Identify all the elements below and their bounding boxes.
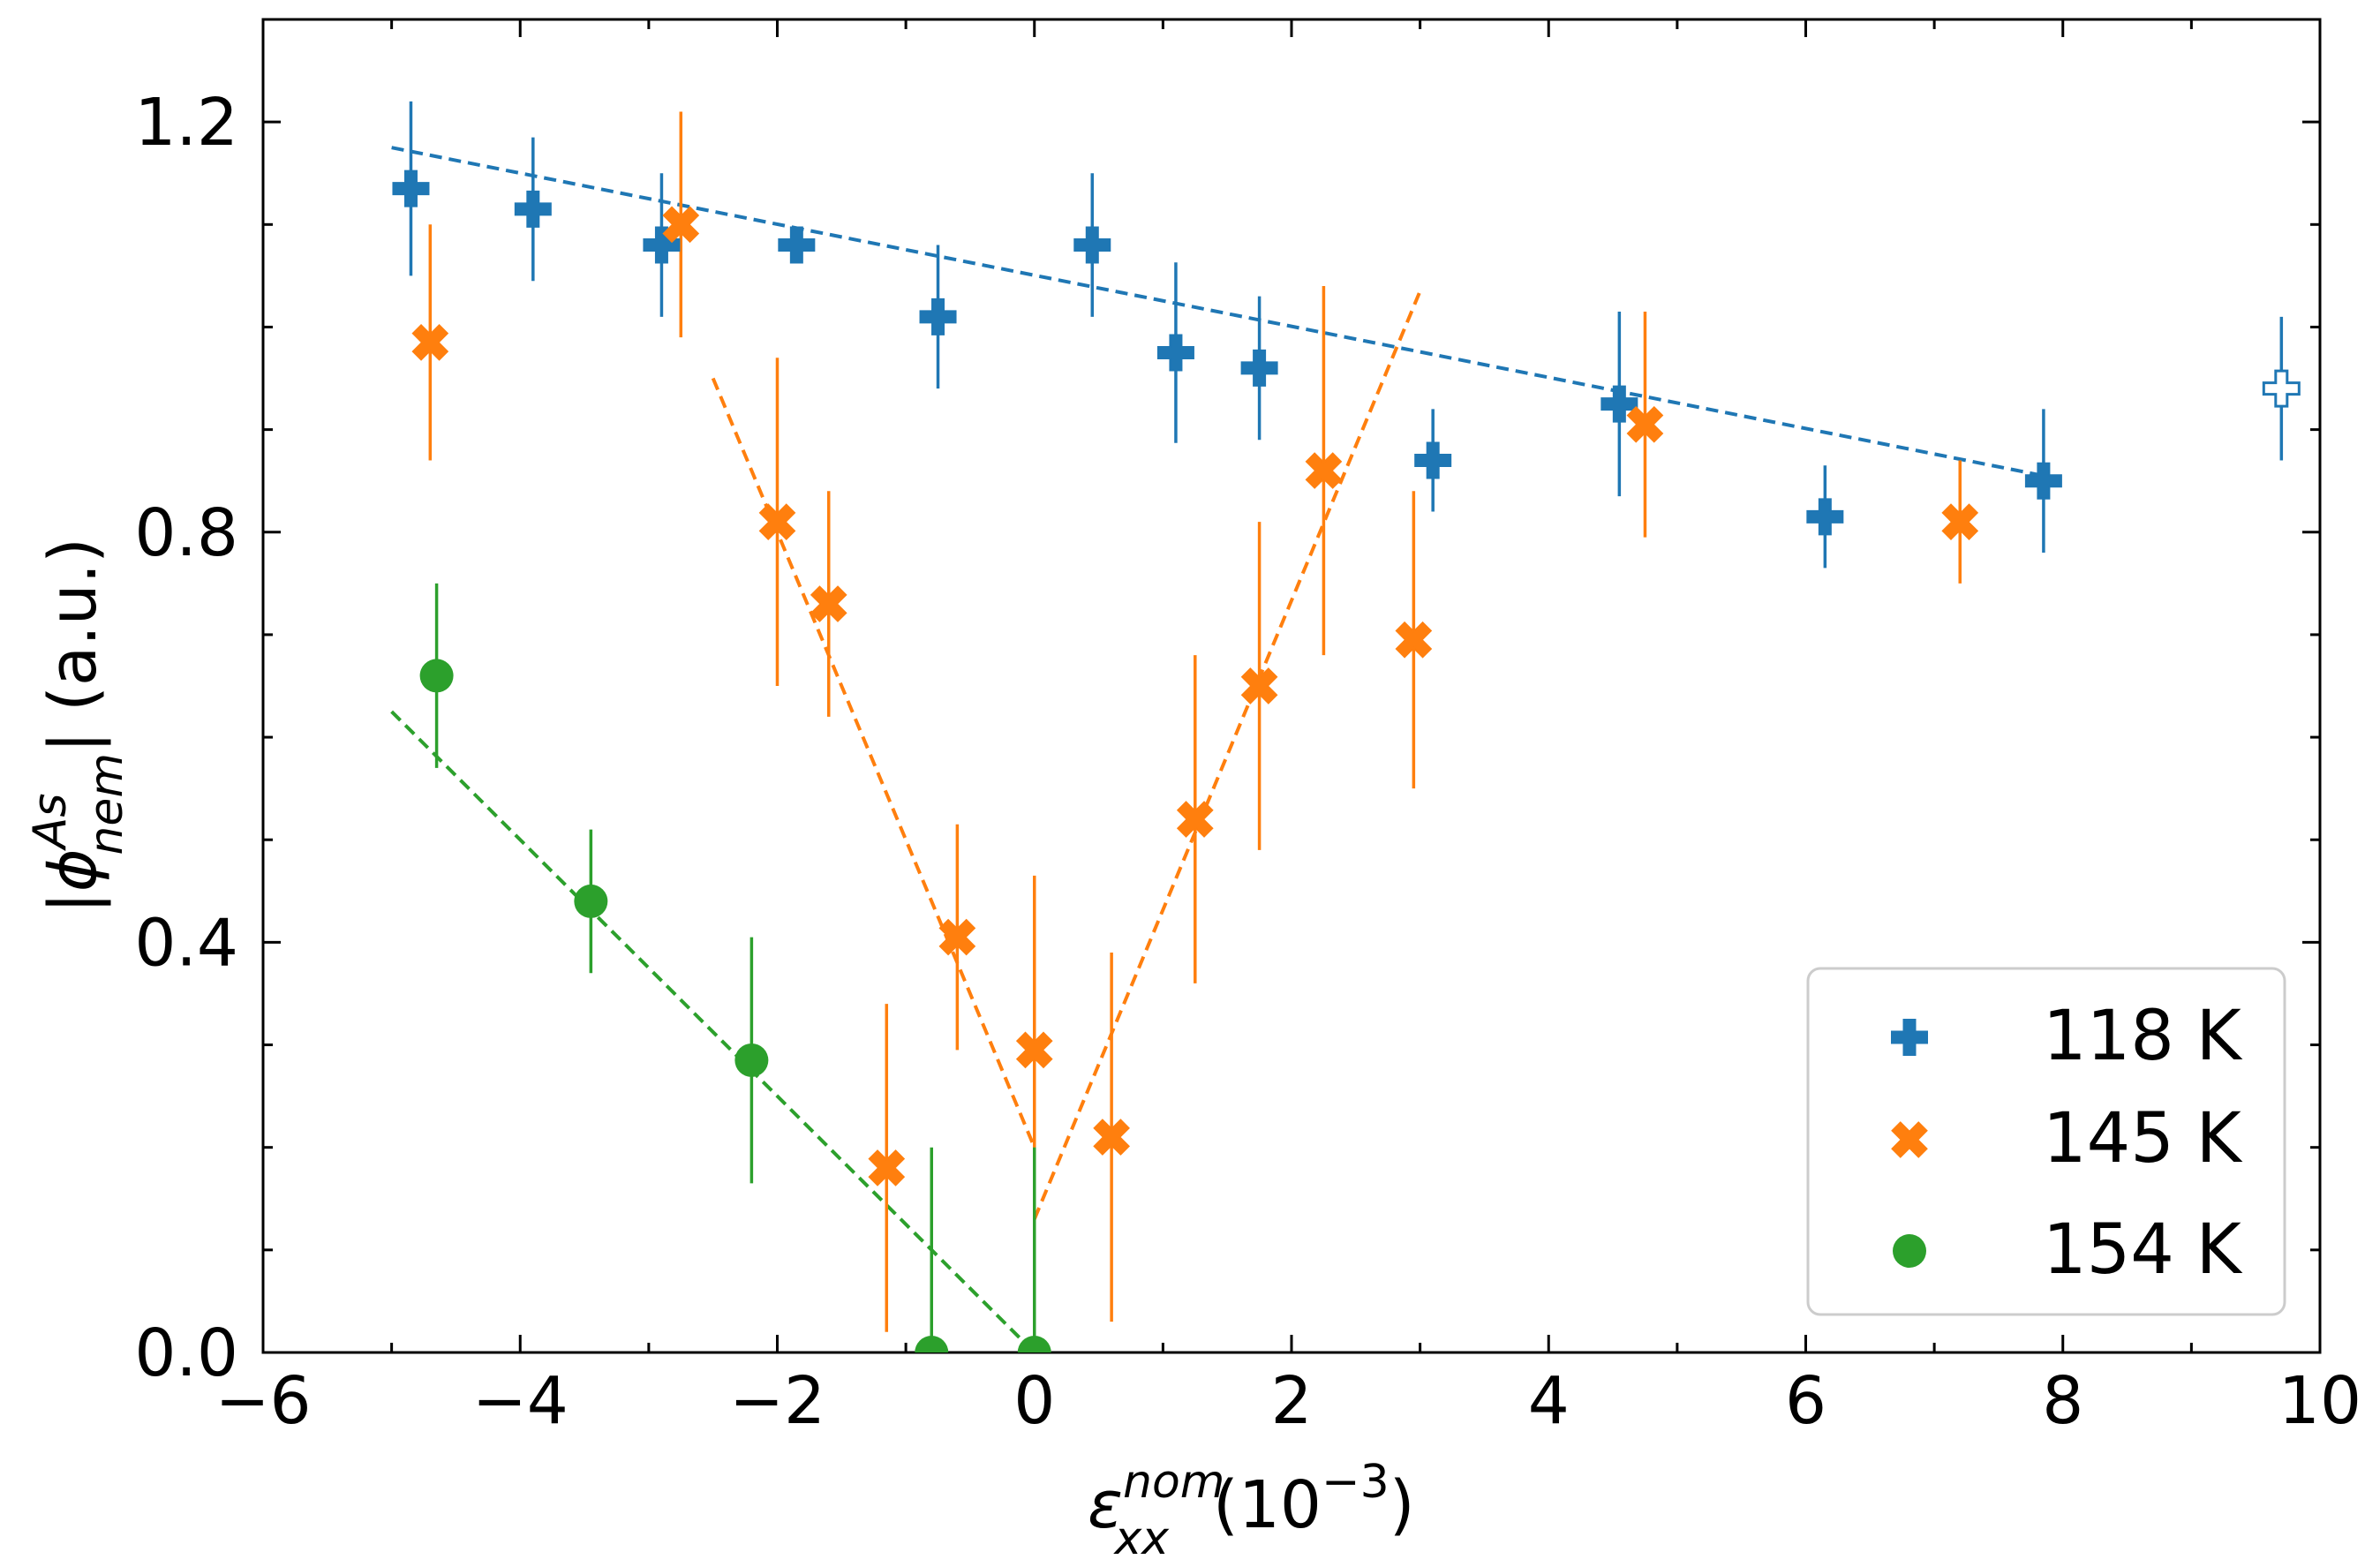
- fit-line-154k: [390, 710, 1036, 1352]
- legend-marker-154k: [1893, 1234, 1926, 1268]
- data-point-154k: [734, 1043, 769, 1077]
- legend-box: [1806, 967, 2286, 1316]
- data-point-145k: [810, 585, 847, 622]
- legend-label-154k: 154 K: [2043, 1210, 2243, 1290]
- x-axis-title: εnom xx (10−3): [1088, 1456, 1415, 1565]
- data-point-145k: [1176, 801, 1214, 838]
- data-point-118k: [514, 190, 552, 228]
- y-tick-label: 0.4: [134, 905, 238, 981]
- axis-ticks: [261, 19, 2322, 1354]
- legend-label-118k: 118 K: [2043, 997, 2243, 1076]
- data-point-118k: [919, 298, 957, 335]
- data-point-145k: [758, 503, 796, 541]
- data-point-154k: [915, 1336, 949, 1352]
- fit-line-145k: [711, 377, 1036, 1149]
- x-tick-label: 10: [2278, 1363, 2361, 1439]
- data-point-154k: [419, 659, 454, 693]
- legend: 118 K 145 K 154 K: [1806, 967, 2286, 1316]
- x-tick-label: 2: [1270, 1363, 1312, 1439]
- open-marker-118k: [2262, 369, 2301, 408]
- data-point-145k: [1015, 1031, 1053, 1069]
- data-point-118k: [1073, 226, 1111, 264]
- data-point-145k: [1626, 405, 1664, 443]
- data-point-118k: [392, 170, 430, 207]
- data-point-154k: [574, 884, 608, 918]
- data-point-118k: [643, 226, 681, 264]
- data-point-145k: [1941, 503, 1979, 541]
- data-point-145k: [1240, 667, 1278, 704]
- legend-marker-145k: [1891, 1121, 1928, 1158]
- x-tick-label: −6: [215, 1363, 311, 1439]
- data-markers: [392, 170, 2301, 1352]
- data-point-145k: [1305, 452, 1343, 489]
- data-point-118k: [1600, 385, 1638, 423]
- y-tick-label: 0.8: [134, 495, 238, 571]
- data-point-145k: [1395, 621, 1433, 659]
- x-tick-label: 4: [1528, 1363, 1570, 1439]
- x-tick-label: −4: [472, 1363, 569, 1439]
- fit-line-118k: [391, 146, 2045, 478]
- data-point-154k: [1017, 1336, 1051, 1352]
- x-tick-label: 0: [1013, 1363, 1055, 1439]
- error-bars: [409, 101, 2284, 1352]
- data-point-118k: [778, 226, 816, 264]
- data-point-118k: [1240, 349, 1278, 387]
- fit-line-145k: [1032, 290, 1422, 1220]
- plot-area: [390, 101, 2301, 1352]
- x-tick-label: 8: [2042, 1363, 2083, 1439]
- x-tick-label: 6: [1785, 1363, 1826, 1439]
- x-tick-labels: −6 −4 −2 0 2 4 6 8 10: [215, 1363, 2361, 1439]
- data-point-145k: [938, 918, 976, 956]
- data-point-118k: [1156, 334, 1194, 372]
- data-point-145k: [662, 206, 700, 244]
- data-point-118k: [1414, 441, 1452, 479]
- y-tick-label: 1.2: [134, 85, 238, 161]
- y-tick-label: 0.0: [134, 1315, 238, 1391]
- data-point-118k: [1806, 498, 1844, 536]
- fit-lines: [390, 146, 2045, 1352]
- y-axis-title: |ϕAsnem|(a.u.): [24, 538, 133, 914]
- data-point-145k: [1093, 1119, 1130, 1156]
- legend-marker-118k: [1891, 1019, 1928, 1056]
- data-point-118k: [2024, 462, 2062, 500]
- data-point-145k: [411, 324, 449, 361]
- legend-label-145k: 145 K: [2043, 1099, 2243, 1179]
- y-tick-labels: 0.0 0.4 0.8 1.2: [134, 85, 238, 1391]
- legend-markers: [1891, 1019, 1928, 1268]
- x-tick-label: −2: [729, 1363, 825, 1439]
- data-point-145k: [868, 1149, 906, 1187]
